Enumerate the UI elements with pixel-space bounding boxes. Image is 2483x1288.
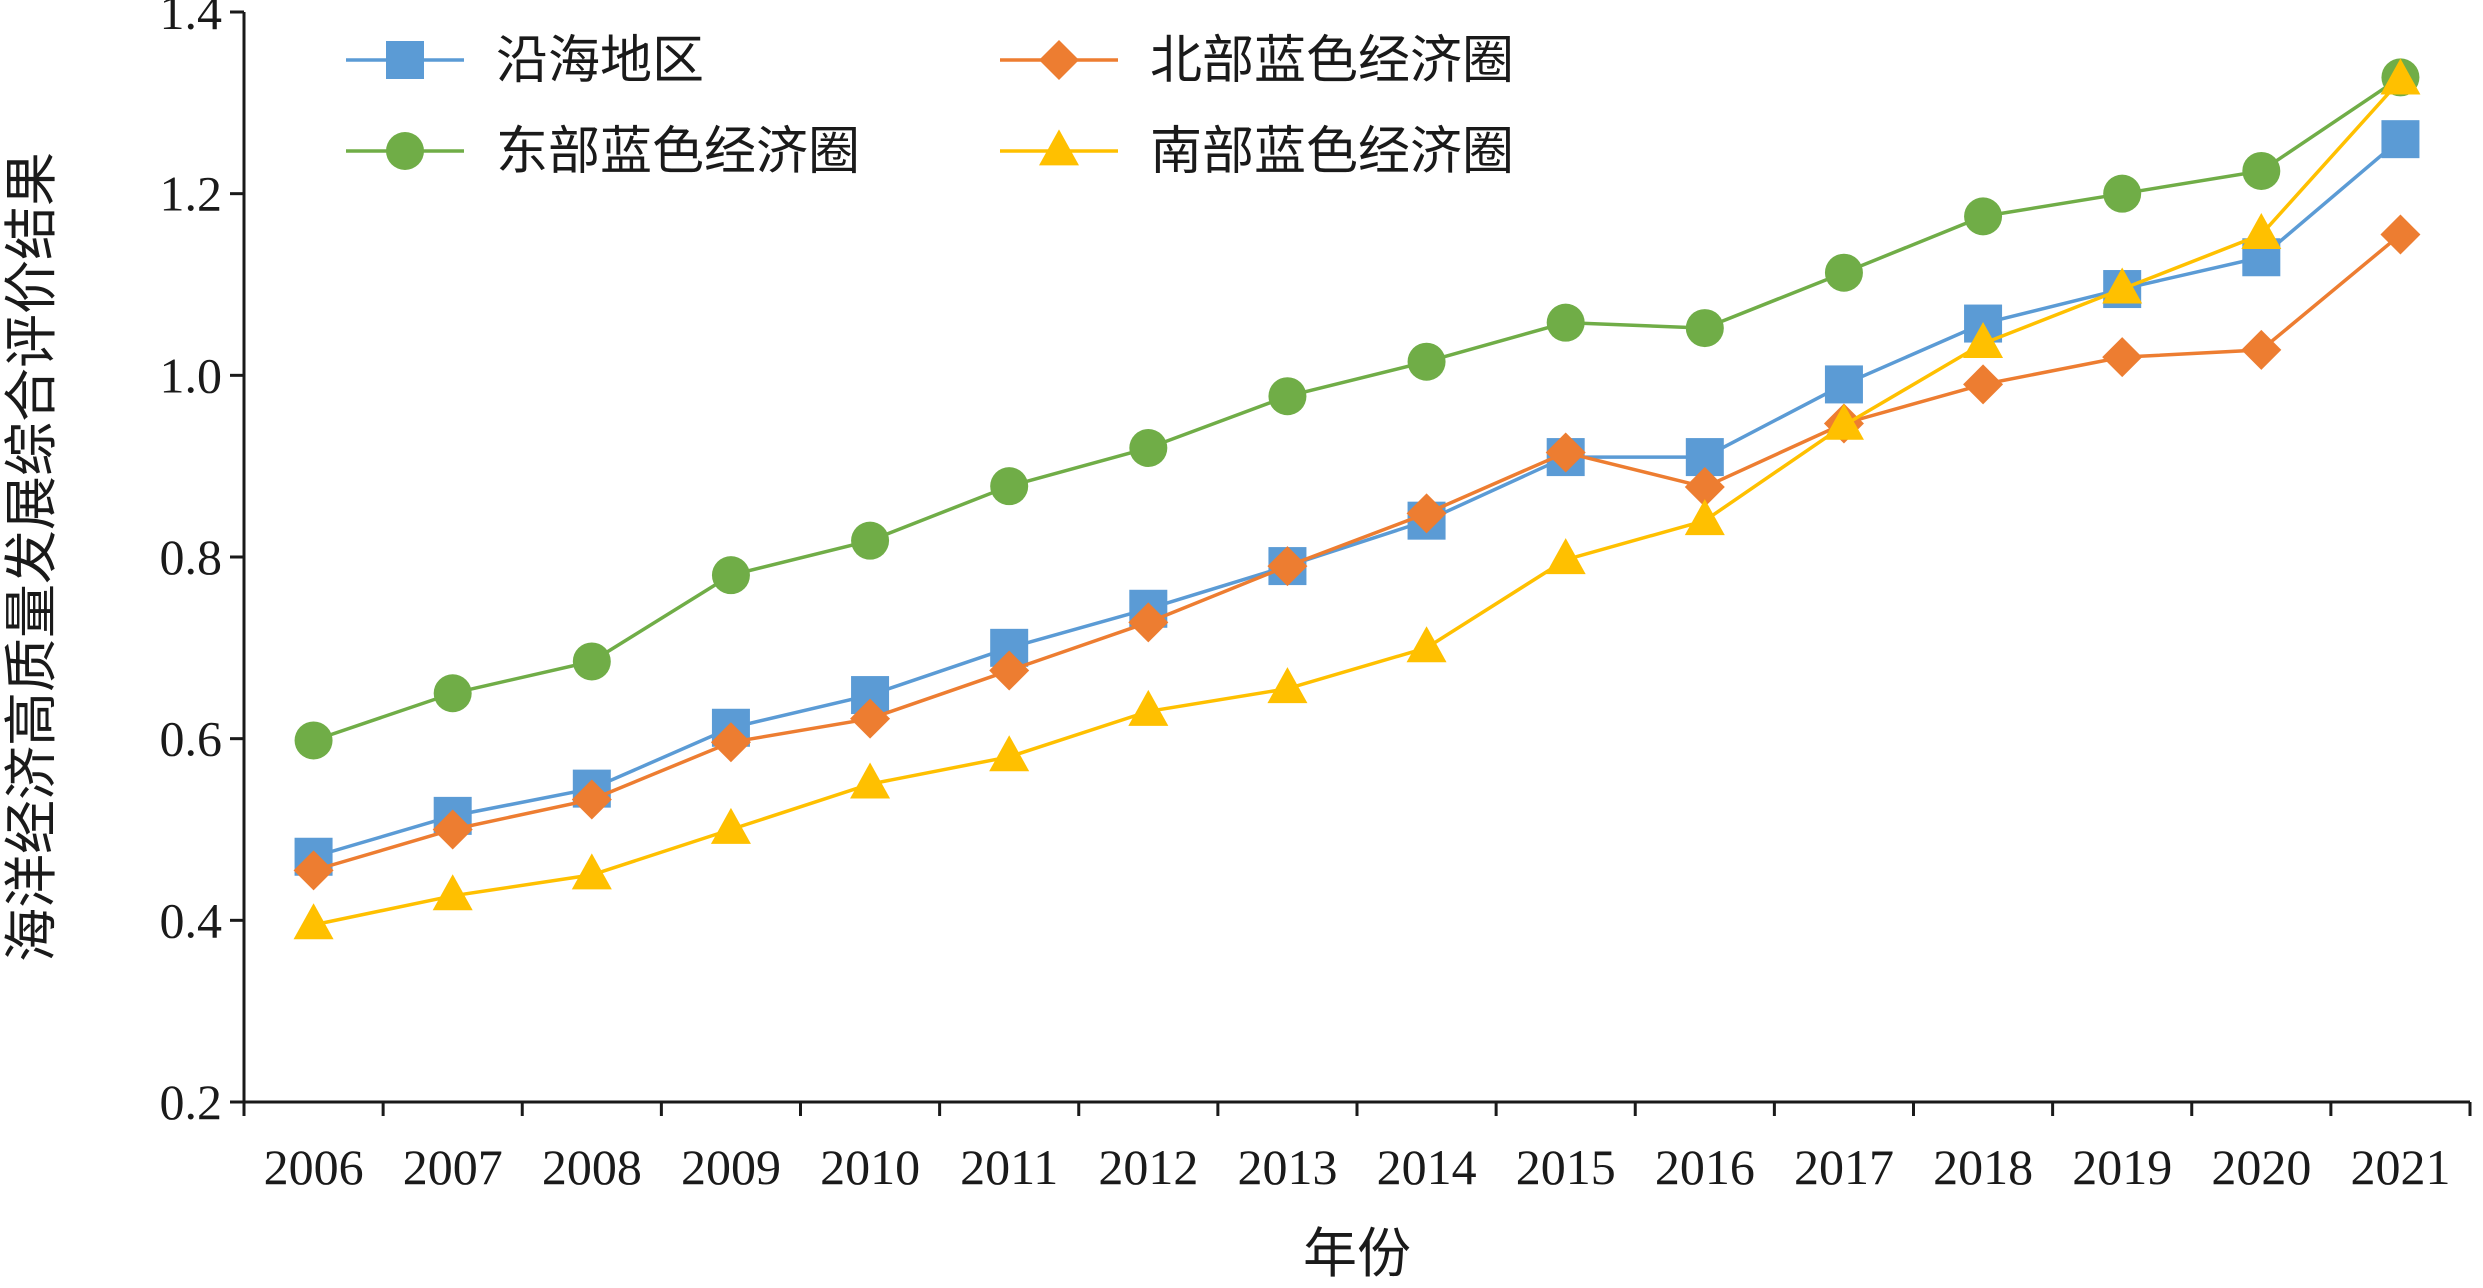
data-point [2381,120,2420,159]
legend-marker [386,41,424,79]
data-point [989,735,1030,772]
data-point [2242,151,2281,190]
data-point [1963,364,2004,405]
data-point [432,809,473,850]
data-point [989,650,1030,691]
x-tick-label: 2008 [542,1139,642,1195]
data-point [1545,538,1586,575]
y-tick-label: 1.2 [160,166,223,222]
x-tick-label: 2011 [960,1139,1058,1195]
x-tick-label: 2018 [1933,1139,2033,1195]
data-point [711,556,750,595]
x-tick-label: 2017 [1794,1139,1894,1195]
legend-item: 北部蓝色经济圈 [1000,31,1514,91]
legend-marker [386,132,424,170]
data-point [293,903,334,940]
series-1 [294,120,2420,876]
legend-item: 南部蓝色经济圈 [1000,122,1514,182]
data-point [2241,212,2282,249]
data-point [1684,499,1725,536]
data-point [1824,365,1863,404]
data-point [1406,626,1447,663]
legend-item: 东部蓝色经济圈 [346,122,860,182]
legend-label: 沿海地区 [496,31,704,91]
legend-marker [1039,40,1079,80]
legend-label: 南部蓝色经济圈 [1150,122,1514,182]
data-point [432,874,473,911]
y-tick-label: 0.4 [160,892,223,948]
data-point [1407,342,1446,381]
x-tick-label: 2016 [1655,1139,1755,1195]
y-tick-label: 0.2 [160,1074,223,1130]
x-tick-label: 2010 [820,1139,920,1195]
data-point [2102,337,2143,378]
data-point [1128,689,1169,726]
data-point [1546,303,1585,342]
data-point [851,521,890,560]
data-point [571,853,612,890]
data-point [1963,321,2004,358]
x-axis-title: 年份 [1303,1222,1411,1285]
series-4 [293,58,2421,940]
data-point [1685,309,1724,348]
data-point [1964,197,2003,236]
legend-label: 北部蓝色经济圈 [1150,31,1514,91]
legend-label: 东部蓝色经济圈 [496,122,860,182]
y-tick-label: 0.8 [160,529,223,585]
data-point [710,722,751,763]
series-2 [293,214,2421,891]
data-point [1129,429,1168,467]
data-point [571,779,612,820]
y-tick-label: 0.6 [160,711,223,767]
x-tick-label: 2007 [403,1139,503,1195]
data-point [990,467,1029,506]
data-point [433,674,472,713]
data-point [2241,329,2282,370]
y-tick-label: 1.0 [160,347,223,403]
data-point [2103,174,2142,213]
y-axis-title: 海洋经济高质量发展综合评价结果 [0,152,63,962]
x-tick-label: 2020 [2211,1139,2311,1195]
data-point [1684,467,1725,508]
data-point [1267,546,1308,587]
x-tick-label: 2006 [264,1139,364,1195]
data-point [1824,253,1863,292]
x-tick-label: 2009 [681,1139,781,1195]
y-tick-label: 1.4 [160,0,223,40]
x-tick-label: 2013 [1237,1139,1337,1195]
data-point [1406,493,1447,534]
data-point [1545,432,1586,473]
data-point [710,807,751,844]
series-3 [294,58,2420,760]
data-point [2380,214,2421,255]
series-line [312,75,2402,743]
x-tick-label: 2021 [2350,1139,2450,1195]
data-point [1267,667,1308,704]
data-point [1268,377,1307,416]
data-point [2102,267,2143,304]
data-point [293,850,334,891]
data-point [2380,58,2421,95]
series-line [313,233,2402,873]
x-tick-label: 2015 [1516,1139,1616,1195]
legend-item: 沿海地区 [346,31,704,91]
x-tick-label: 2014 [1377,1139,1477,1195]
data-point [850,762,891,799]
x-tick-label: 2012 [1098,1139,1198,1195]
axes: 0.2 0.4 0.6 0.8 1.0 1.2 1.4 2006 2007 2008 2009 201… [160,0,2472,1195]
data-point [572,642,611,681]
series-line [313,137,2402,859]
series-line [313,78,2402,927]
data-point [294,721,333,760]
data-point [1823,403,1864,440]
series-layer [293,58,2421,940]
data-point [850,698,891,739]
legend-marker [1039,129,1079,166]
data-point [1128,602,1169,643]
x-tick-label: 2019 [2072,1139,2172,1195]
